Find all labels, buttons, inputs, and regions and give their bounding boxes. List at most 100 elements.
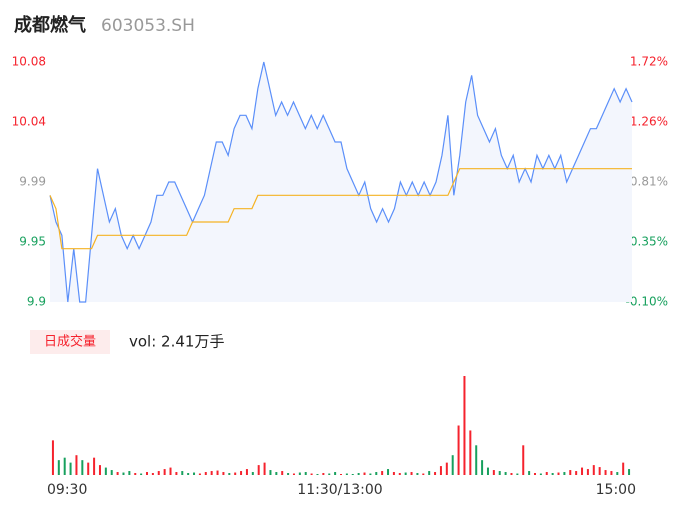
stock-name: 成都燃气 [14,14,86,36]
y-tick-label: 9.9 [27,295,46,309]
volume-bar [475,445,478,475]
y-tick-label: 10.04 [12,115,46,129]
average-line [49,168,632,250]
volume-bar [51,440,54,475]
volume-bar [222,472,225,475]
volume-bar [328,473,331,475]
volume-bar [422,473,425,475]
volume-bar [181,471,184,475]
volume-badge: 日成交量 [44,334,96,350]
volume-bar [281,471,284,475]
volume-bar [310,473,313,475]
volume-bar [528,471,531,475]
volume-bar [169,467,172,475]
volume-bar [204,472,207,475]
volume-bar [357,473,360,475]
volume-bar [628,469,631,475]
volume-bar [610,471,613,475]
volume-bar [557,472,560,475]
volume-bar [369,473,372,475]
volume-bar [93,457,96,475]
volume-bar [128,471,131,475]
x-tick-label: 11:30/13:00 [297,482,382,498]
volume-bar [539,473,542,475]
price-line [49,61,633,303]
volume-bar [98,465,101,475]
volume-bar [57,460,60,475]
y-tick-label: 9.99 [19,175,46,189]
volume-bar [486,467,489,475]
volume-bar [492,470,495,475]
volume-bar [122,472,125,475]
volume-bar [381,471,384,475]
volume-bar [551,473,554,475]
y-tick-label: 10.08 [12,55,46,69]
volume-bar [522,445,525,475]
volume-bar [428,471,431,475]
stock-code: 603053.SH [101,16,195,36]
volume-bar [516,473,519,475]
volume-bar [110,470,113,475]
y-tick-label: 9.95 [19,235,46,249]
volume-bar [575,471,578,475]
volume-bar [240,471,243,475]
volume-bar [104,467,107,475]
volume-bar [504,472,507,475]
volume-bar [563,472,566,475]
volume-bar [210,471,213,475]
volume-bar [157,471,160,475]
volume-bar [81,460,84,475]
volume-bar [616,472,619,475]
volume-bar [375,472,378,475]
volume-bar [146,472,148,475]
volume-bar [63,457,66,475]
volume-bar [140,473,143,475]
volume-bar [304,472,307,475]
y2-tick-label: 1.26% [630,115,668,129]
volume-bar [163,469,166,475]
volume-bar [275,472,278,475]
volume-bar [228,473,231,475]
price-area [50,62,632,302]
volume-bar [287,473,290,475]
volume-bar [481,460,484,475]
volume-bar [298,472,301,475]
volume-bar [269,470,272,475]
volume-bar [351,474,354,475]
volume-bar [404,472,407,475]
x-tick-label: 09:30 [47,482,87,498]
badge-bg [30,330,110,354]
volume-bar [398,473,401,475]
volume-bar [334,472,337,475]
volume-bar [457,425,460,475]
volume-bar [387,469,390,475]
volume-bar [604,470,607,475]
volume-bar [622,462,625,475]
volume-bar [569,470,572,475]
volume-bar [345,473,348,475]
volume-bar [545,472,548,475]
volume-bar [586,469,589,475]
volume-bar [75,455,78,475]
volume-bar [510,473,513,475]
x-tick-label: 15:00 [596,482,636,498]
volume-bar [69,462,72,475]
volume-bar [87,462,90,475]
volume-bar [316,474,319,475]
volume-bar [116,472,119,475]
volume-bar [439,466,442,475]
volume-bar [198,473,201,475]
volume-bar [251,472,254,475]
volume-bar [257,465,260,475]
volume-bar [292,473,295,475]
volume-bar [463,376,466,475]
volume-bar [340,474,342,475]
volume-bar [469,430,472,475]
volume-bar [451,455,454,475]
volume-text: vol: 2.41万手 [129,333,224,351]
y2-tick-label: -0.10% [626,295,668,309]
volume-bar [598,467,601,475]
volume-bar [592,465,595,475]
volume-bar [216,470,219,475]
